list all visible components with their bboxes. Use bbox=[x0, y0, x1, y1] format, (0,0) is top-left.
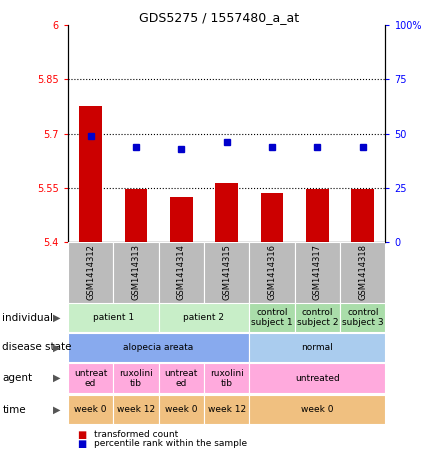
Bar bbox=[249, 395, 385, 424]
Text: patient 1: patient 1 bbox=[93, 313, 134, 322]
Text: control
subject 3: control subject 3 bbox=[342, 308, 384, 327]
Bar bbox=[249, 363, 385, 394]
Text: untreat
ed: untreat ed bbox=[74, 369, 107, 388]
Bar bbox=[159, 303, 249, 332]
Text: normal: normal bbox=[301, 343, 333, 352]
Text: transformed count: transformed count bbox=[94, 430, 178, 439]
Bar bbox=[68, 395, 113, 424]
Bar bbox=[113, 363, 159, 394]
Bar bbox=[124, 189, 147, 242]
Text: time: time bbox=[2, 405, 26, 414]
Bar bbox=[340, 242, 385, 303]
Bar bbox=[340, 303, 385, 332]
Bar bbox=[204, 363, 249, 394]
Text: GSM1414312: GSM1414312 bbox=[86, 245, 95, 300]
Text: ▶: ▶ bbox=[53, 405, 61, 414]
Bar bbox=[204, 395, 249, 424]
Text: week 12: week 12 bbox=[208, 405, 246, 414]
Text: week 0: week 0 bbox=[301, 405, 334, 414]
Text: patient 2: patient 2 bbox=[184, 313, 225, 322]
Text: GSM1414315: GSM1414315 bbox=[222, 245, 231, 300]
Bar bbox=[79, 106, 102, 242]
Bar bbox=[215, 183, 238, 242]
Text: ruxolini
tib: ruxolini tib bbox=[119, 369, 153, 388]
Bar bbox=[295, 303, 340, 332]
Text: untreated: untreated bbox=[295, 374, 340, 383]
Bar bbox=[306, 189, 329, 242]
Text: week 0: week 0 bbox=[165, 405, 198, 414]
Bar bbox=[204, 242, 249, 303]
Text: alopecia areata: alopecia areata bbox=[124, 343, 194, 352]
Text: ruxolini
tib: ruxolini tib bbox=[210, 369, 244, 388]
Bar bbox=[351, 189, 374, 242]
Bar bbox=[170, 197, 193, 242]
Text: individual: individual bbox=[2, 313, 53, 323]
Text: disease state: disease state bbox=[2, 342, 72, 352]
Text: GSM1414314: GSM1414314 bbox=[177, 245, 186, 300]
Text: control
subject 1: control subject 1 bbox=[251, 308, 293, 327]
Bar bbox=[261, 193, 283, 242]
Text: ▶: ▶ bbox=[53, 342, 61, 352]
Bar bbox=[68, 242, 113, 303]
Bar bbox=[68, 363, 113, 394]
Bar bbox=[113, 395, 159, 424]
Bar bbox=[159, 395, 204, 424]
Text: GSM1414317: GSM1414317 bbox=[313, 245, 322, 300]
Text: ■: ■ bbox=[77, 439, 86, 449]
Text: GSM1414318: GSM1414318 bbox=[358, 245, 367, 300]
Text: control
subject 2: control subject 2 bbox=[297, 308, 338, 327]
Bar bbox=[249, 303, 295, 332]
Text: untreat
ed: untreat ed bbox=[165, 369, 198, 388]
Text: ■: ■ bbox=[77, 430, 86, 440]
Bar bbox=[159, 363, 204, 394]
Text: agent: agent bbox=[2, 373, 32, 383]
Bar bbox=[295, 242, 340, 303]
Bar bbox=[249, 242, 295, 303]
Text: week 0: week 0 bbox=[74, 405, 107, 414]
Text: GSM1414313: GSM1414313 bbox=[131, 245, 141, 300]
Text: GDS5275 / 1557480_a_at: GDS5275 / 1557480_a_at bbox=[139, 11, 299, 24]
Text: ▶: ▶ bbox=[53, 373, 61, 383]
Text: GSM1414316: GSM1414316 bbox=[268, 245, 276, 300]
Text: ▶: ▶ bbox=[53, 313, 61, 323]
Bar bbox=[68, 303, 159, 332]
Bar bbox=[113, 242, 159, 303]
Text: percentile rank within the sample: percentile rank within the sample bbox=[94, 439, 247, 448]
Bar bbox=[68, 333, 249, 362]
Bar bbox=[159, 242, 204, 303]
Bar bbox=[249, 333, 385, 362]
Text: week 12: week 12 bbox=[117, 405, 155, 414]
